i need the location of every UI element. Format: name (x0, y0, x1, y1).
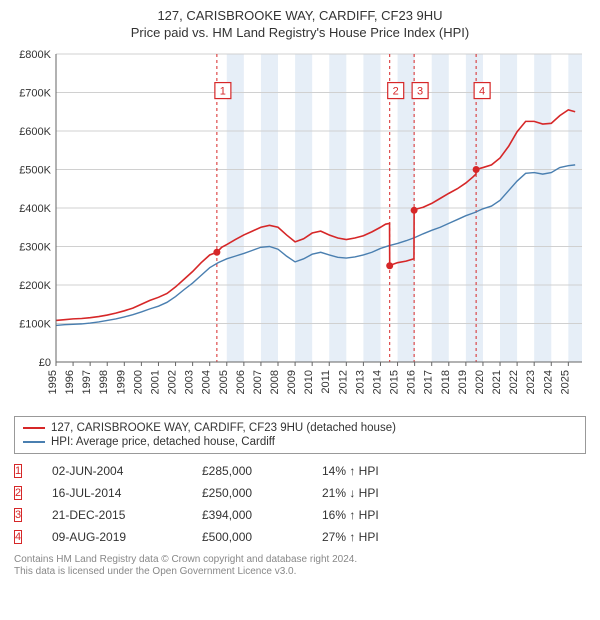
svg-text:2012: 2012 (337, 370, 349, 394)
transaction-diff: 16% ↑ HPI (322, 508, 442, 522)
legend-item: HPI: Average price, detached house, Card… (23, 435, 577, 449)
svg-text:2015: 2015 (389, 370, 401, 394)
legend-swatch (23, 427, 45, 429)
chart-subtitle: Price paid vs. HM Land Registry's House … (8, 25, 592, 42)
svg-text:2022: 2022 (508, 370, 520, 394)
transactions-table: 1 02-JUN-2004£285,00014% ↑ HPI 2 16-JUL-201… (14, 460, 586, 548)
svg-text:4: 4 (479, 85, 485, 97)
svg-text:2006: 2006 (235, 370, 247, 394)
svg-text:1998: 1998 (98, 370, 110, 394)
svg-text:£500K: £500K (19, 164, 51, 176)
svg-text:1995: 1995 (47, 370, 59, 394)
transaction-date: 02-JUN-2004 (52, 464, 202, 478)
svg-text:2002: 2002 (167, 370, 179, 394)
transaction-date: 09-AUG-2019 (52, 530, 202, 544)
svg-text:1999: 1999 (115, 370, 127, 394)
marker-badge: 1 (14, 464, 22, 478)
svg-text:£600K: £600K (19, 126, 51, 138)
svg-text:2023: 2023 (525, 370, 537, 394)
svg-text:£700K: £700K (19, 87, 51, 99)
svg-text:£300K: £300K (19, 241, 51, 253)
table-row: 1 02-JUN-2004£285,00014% ↑ HPI (14, 460, 586, 482)
svg-text:3: 3 (417, 85, 423, 97)
line-chart-svg: £0 £100K £200K £300K £400K £500K £600K £700K £80… (8, 48, 592, 408)
svg-text:2007: 2007 (252, 370, 264, 394)
chart-area: £0 £100K £200K £300K £400K £500K £600K £700K £80… (8, 48, 592, 408)
svg-text:2013: 2013 (354, 370, 366, 394)
marker-badge: 4 (14, 530, 22, 544)
svg-text:2016: 2016 (406, 370, 418, 394)
svg-text:1: 1 (220, 85, 226, 97)
legend-label: HPI: Average price, detached house, Card… (51, 436, 275, 448)
svg-text:2: 2 (393, 85, 399, 97)
chart-container: 127, CARISBROOKE WAY, CARDIFF, CF23 9HU … (0, 0, 600, 583)
svg-text:2011: 2011 (320, 370, 332, 394)
table-row: 4 09-AUG-2019£500,00027% ↑ HPI (14, 526, 586, 548)
svg-text:2004: 2004 (201, 370, 213, 394)
svg-text:2019: 2019 (457, 370, 469, 394)
svg-text:2021: 2021 (491, 370, 503, 394)
transaction-diff: 27% ↑ HPI (322, 530, 442, 544)
svg-text:2024: 2024 (542, 370, 554, 394)
svg-text:2020: 2020 (474, 370, 486, 394)
table-row: 3 21-DEC-2015£394,00016% ↑ HPI (14, 504, 586, 526)
svg-text:2014: 2014 (371, 370, 383, 394)
marker-badge: 3 (14, 508, 22, 522)
svg-text:2000: 2000 (132, 370, 144, 394)
table-row: 2 16-JUL-2014£250,00021% ↓ HPI (14, 482, 586, 504)
transaction-date: 21-DEC-2015 (52, 508, 202, 522)
legend-item: 127, CARISBROOKE WAY, CARDIFF, CF23 9HU … (23, 421, 577, 435)
svg-text:2025: 2025 (559, 370, 571, 394)
svg-text:£0: £0 (39, 357, 51, 369)
svg-text:1997: 1997 (81, 370, 93, 394)
copyright-line: Contains HM Land Registry data © Crown c… (14, 554, 357, 565)
transaction-diff: 21% ↓ HPI (322, 486, 442, 500)
svg-text:£800K: £800K (19, 49, 51, 61)
legend-label: 127, CARISBROOKE WAY, CARDIFF, CF23 9HU … (51, 422, 396, 434)
svg-text:2018: 2018 (440, 370, 452, 394)
svg-text:£400K: £400K (19, 203, 51, 215)
legend-swatch (23, 441, 45, 443)
svg-text:2005: 2005 (218, 370, 230, 394)
svg-text:£100K: £100K (19, 318, 51, 330)
svg-text:2008: 2008 (269, 370, 281, 394)
svg-text:2003: 2003 (184, 370, 196, 394)
svg-text:2009: 2009 (286, 370, 298, 394)
marker-badge: 2 (14, 486, 22, 500)
svg-text:2010: 2010 (303, 370, 315, 394)
svg-text:2001: 2001 (149, 370, 161, 394)
chart-title: 127, CARISBROOKE WAY, CARDIFF, CF23 9HU (8, 8, 592, 25)
copyright-line: This data is licensed under the Open Gov… (14, 566, 296, 577)
transaction-diff: 14% ↑ HPI (322, 464, 442, 478)
transaction-price: £250,000 (202, 486, 322, 500)
svg-text:£200K: £200K (19, 280, 51, 292)
legend: 127, CARISBROOKE WAY, CARDIFF, CF23 9HU … (14, 416, 586, 454)
svg-text:1996: 1996 (64, 370, 76, 394)
transaction-date: 16-JUL-2014 (52, 486, 202, 500)
transaction-price: £394,000 (202, 508, 322, 522)
transaction-price: £500,000 (202, 530, 322, 544)
copyright-notice: Contains HM Land Registry data © Crown c… (14, 554, 586, 579)
svg-text:2017: 2017 (423, 370, 435, 394)
transaction-price: £285,000 (202, 464, 322, 478)
